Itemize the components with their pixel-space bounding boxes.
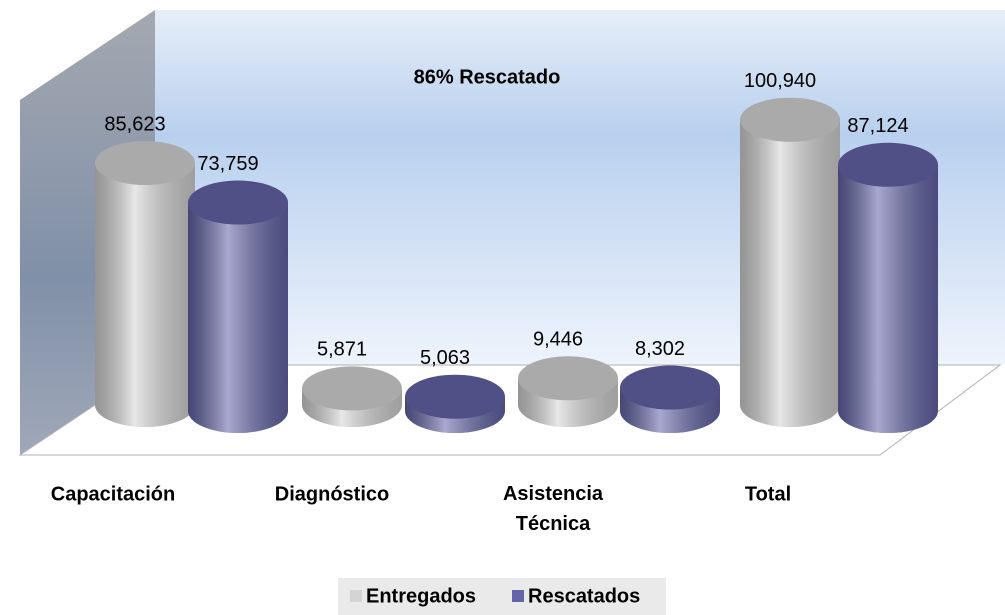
x-tick-label: Total (745, 483, 791, 505)
cylinder-top (518, 356, 618, 401)
cylinder-top (740, 97, 840, 142)
value-label: 100,940 (744, 70, 816, 92)
cylinder-top (302, 366, 402, 411)
cylinder-shade (95, 163, 195, 427)
cylinder-top (95, 141, 195, 186)
value-label: 87,124 (847, 115, 908, 137)
cylinder-top (838, 142, 938, 187)
annotation: 86% Rescatado (414, 66, 561, 88)
value-label: 5,871 (317, 339, 367, 361)
cylinder-shade (188, 202, 288, 433)
legend-label: Rescatados (528, 585, 640, 607)
value-label: 8,302 (635, 338, 685, 360)
cylinder-shade (838, 164, 938, 433)
legend-label: Entregados (366, 585, 476, 607)
x-tick-label: Asistencia Técnica (503, 483, 604, 535)
value-label: 5,063 (420, 347, 470, 369)
plot: 85,623 73,759 5,871 5,063 9,446 8,302 100,940 8… (95, 70, 938, 433)
value-label: 9,446 (533, 329, 583, 351)
cylinder-shade (740, 119, 840, 427)
cylinder-top (620, 365, 720, 410)
x-tick-label: Capacitación (51, 483, 175, 505)
cylinder-top (405, 374, 505, 419)
value-label: 85,623 (104, 113, 165, 135)
legend-swatch (512, 590, 524, 602)
cylinder-top (188, 180, 288, 225)
x-tick-label: Diagnóstico (275, 483, 389, 505)
value-label: 73,759 (197, 153, 258, 175)
legend-swatch (350, 590, 362, 602)
legend-box (338, 578, 666, 615)
